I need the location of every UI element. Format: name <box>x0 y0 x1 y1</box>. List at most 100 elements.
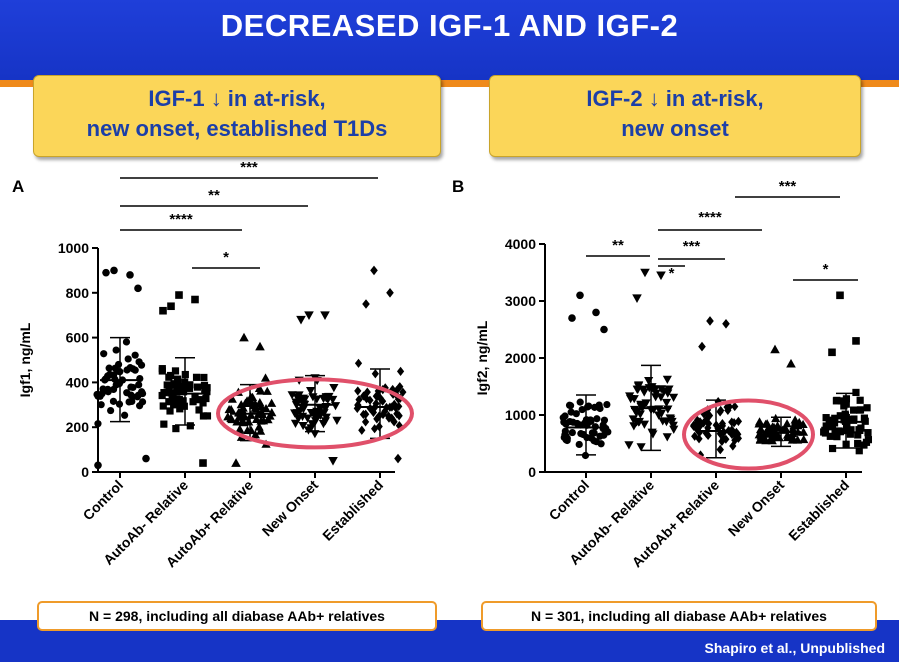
data-point <box>254 422 264 431</box>
data-point <box>379 396 387 406</box>
data-point <box>593 415 601 423</box>
data-point <box>100 350 108 358</box>
data-point <box>107 406 115 415</box>
y-tick-label: 1000 <box>58 240 89 256</box>
data-point <box>731 401 739 412</box>
data-point <box>636 443 646 452</box>
data-point <box>127 391 135 399</box>
data-point <box>575 440 583 449</box>
outlier-point <box>134 284 142 293</box>
outlier-point <box>836 291 844 300</box>
significance-label: ** <box>612 237 624 254</box>
data-point <box>112 346 120 354</box>
data-point <box>203 412 212 420</box>
outlier-point <box>698 341 706 352</box>
data-point <box>854 431 862 439</box>
data-point <box>224 404 234 414</box>
data-point <box>176 405 184 413</box>
data-point <box>355 395 363 405</box>
data-point <box>390 399 398 409</box>
panel-letter: B <box>452 177 464 196</box>
data-point <box>363 387 371 397</box>
data-point <box>251 414 262 423</box>
outlier-point <box>167 302 175 311</box>
outlier-point <box>102 268 110 277</box>
data-point <box>375 421 383 432</box>
data-point <box>195 396 204 404</box>
data-point <box>716 445 724 455</box>
data-point <box>329 384 339 393</box>
significance-label: *** <box>779 178 797 195</box>
data-point <box>864 436 873 444</box>
data-point <box>849 416 858 424</box>
data-point <box>375 411 383 421</box>
data-point <box>359 409 367 420</box>
data-point <box>172 425 180 433</box>
data-point <box>160 420 168 428</box>
y-tick-label: 600 <box>66 330 90 346</box>
data-point <box>373 414 381 424</box>
data-point <box>864 429 872 437</box>
outlier-point <box>362 299 370 309</box>
data-point <box>734 416 743 426</box>
y-tick-label: 1000 <box>505 407 536 423</box>
data-point <box>794 417 804 427</box>
data-point <box>193 383 202 391</box>
data-point <box>639 420 650 429</box>
data-point <box>569 418 577 426</box>
data-point <box>261 403 271 413</box>
data-point <box>788 424 798 433</box>
outlier-point <box>239 332 249 342</box>
data-point <box>109 397 118 405</box>
slide-title: DECREASED IGF-1 AND IGF-2 <box>220 8 679 43</box>
data-point <box>597 440 605 448</box>
data-point <box>662 433 672 442</box>
header-band <box>0 0 899 80</box>
data-point <box>830 419 839 427</box>
data-point <box>822 422 830 430</box>
igf1-callout-line1: IGF-1 ↓ in at-risk, <box>148 86 326 111</box>
data-point <box>624 441 634 450</box>
data-point <box>298 421 308 431</box>
data-point <box>832 397 841 405</box>
significance-label: * <box>823 261 829 278</box>
data-point <box>728 417 736 427</box>
data-point <box>562 432 570 440</box>
data-point <box>200 373 208 382</box>
igf2-callout-line2: new onset <box>621 116 729 141</box>
data-point <box>332 416 342 425</box>
data-point <box>180 382 188 391</box>
igf1-callout-line2: new onset, established T1Ds <box>86 116 388 141</box>
significance-label: *** <box>683 238 701 255</box>
data-point <box>199 412 208 420</box>
data-point <box>359 391 368 401</box>
y-tick-label: 0 <box>81 464 89 480</box>
data-point <box>695 434 703 444</box>
data-point <box>128 397 136 405</box>
data-point <box>394 394 403 404</box>
data-point <box>647 428 657 437</box>
data-point <box>121 411 129 419</box>
data-point <box>783 432 793 442</box>
outlier-point <box>304 311 314 320</box>
data-point <box>262 386 272 395</box>
data-point <box>362 394 371 404</box>
data-point <box>854 439 862 448</box>
data-point <box>835 427 843 435</box>
data-point <box>585 402 593 410</box>
igf2-callout: IGF-2 ↓ in at-risk, new onset <box>489 75 861 157</box>
data-point <box>826 432 834 440</box>
data-point <box>393 409 401 419</box>
outlier-point <box>296 315 306 325</box>
data-point <box>127 383 135 391</box>
data-point <box>576 398 584 406</box>
outlier-point <box>576 291 584 300</box>
data-point <box>195 406 203 414</box>
outlier-point <box>231 458 241 467</box>
data-point <box>831 414 839 422</box>
data-point <box>837 397 845 405</box>
data-point <box>663 405 673 414</box>
